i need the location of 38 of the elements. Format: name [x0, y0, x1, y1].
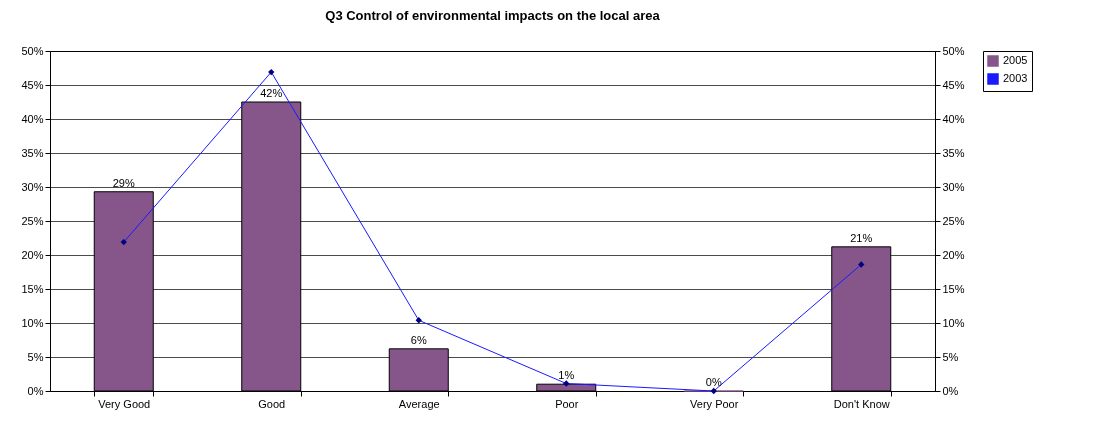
y2-tick-label: 45%: [942, 78, 965, 91]
x-tick-label: Good: [258, 397, 286, 410]
y2-tick-label: 0%: [942, 384, 959, 397]
y2-tick-label: 50%: [942, 44, 965, 57]
y-tick-label: 5%: [27, 350, 44, 363]
y2-tick-label: 25%: [942, 214, 965, 227]
y2-tick-label: 30%: [942, 180, 965, 193]
legend-label: 2003: [1003, 72, 1028, 84]
data-label: 21%: [850, 231, 873, 244]
legend-label: 2005: [1003, 54, 1028, 66]
y2-tick-label: 40%: [942, 112, 965, 125]
x-tick-label: Very Good: [98, 397, 151, 410]
data-label: 42%: [260, 87, 283, 99]
y2-tick-label: 35%: [942, 146, 965, 159]
x-tick-label: Poor: [555, 397, 579, 410]
y-tick-label: 45%: [21, 78, 44, 91]
y-tick-label: 10%: [21, 316, 44, 329]
data-label: 6%: [410, 333, 427, 346]
x-tick-label: Don't Know: [833, 397, 890, 410]
y-tick-label: 40%: [21, 112, 44, 125]
data-label: 1%: [558, 369, 575, 382]
data-label: 29%: [112, 176, 135, 189]
y2-tick-label: 5%: [942, 350, 959, 363]
data-label: 0%: [705, 376, 722, 388]
y2-tick-label: 10%: [942, 316, 965, 329]
y-tick-label: 25%: [21, 214, 44, 227]
y-tick-label: 20%: [21, 248, 44, 261]
y-tick-label: 0%: [27, 384, 44, 397]
chart-title: Q3 Control of environmental impacts on the local area: [325, 8, 661, 23]
y-tick-label: 15%: [21, 282, 44, 295]
bar: [536, 383, 597, 392]
y-tick-label: 35%: [21, 146, 44, 159]
y-tick-label: 50%: [21, 44, 44, 57]
x-tick-label: Very Poor: [690, 397, 739, 410]
y2-tick-label: 15%: [942, 282, 965, 295]
x-tick-label: Average: [398, 397, 440, 410]
y-tick-label: 30%: [21, 180, 44, 193]
y2-tick-label: 20%: [942, 248, 965, 261]
